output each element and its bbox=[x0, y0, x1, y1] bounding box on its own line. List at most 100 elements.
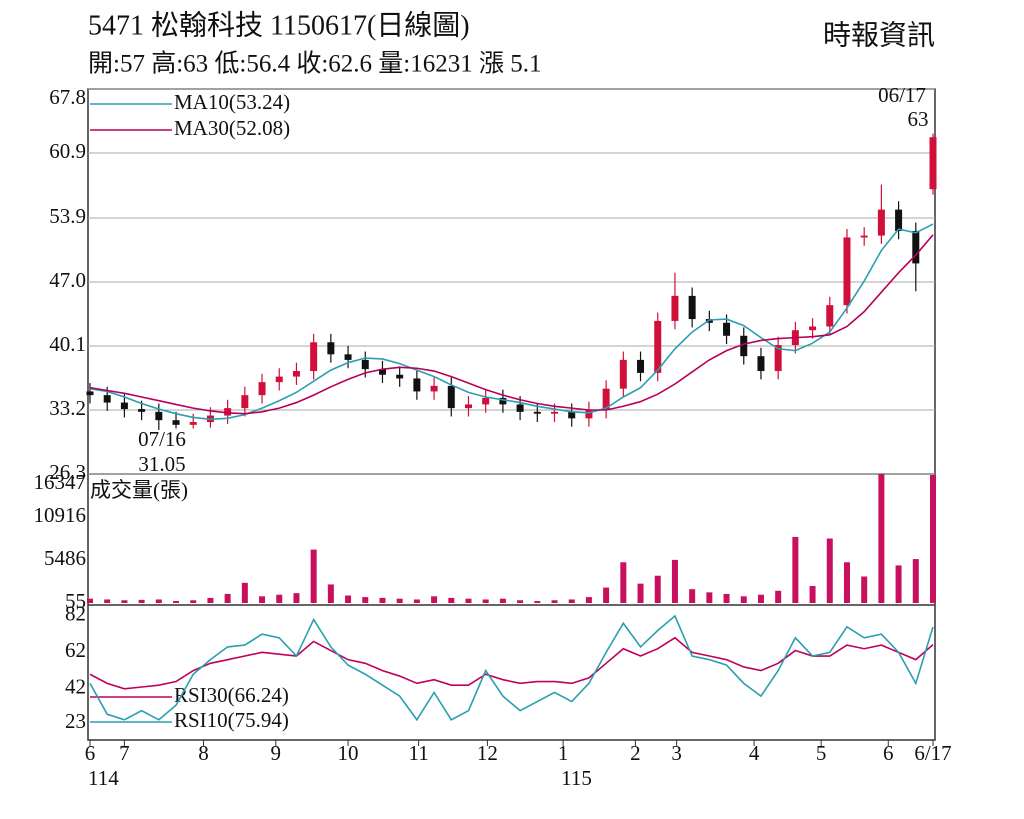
volume-bar bbox=[87, 598, 93, 603]
candle-body bbox=[809, 326, 817, 331]
volume-bar bbox=[654, 575, 661, 603]
y-tick-label: 55 bbox=[65, 589, 86, 613]
legend-label: RSI10(75.94) bbox=[174, 708, 289, 732]
x-tick-label: 11 bbox=[408, 741, 428, 765]
annotation: 06/17 bbox=[878, 83, 926, 107]
panel-title: 成交量(張) bbox=[90, 478, 188, 502]
candle-body bbox=[189, 422, 197, 425]
volume-bar bbox=[104, 599, 111, 603]
series-line bbox=[89, 223, 934, 421]
volume-bar bbox=[345, 595, 352, 603]
year-label: 115 bbox=[561, 766, 592, 790]
candle-body bbox=[585, 409, 593, 419]
volume-bar bbox=[671, 559, 678, 603]
candle-body bbox=[499, 397, 507, 405]
annotation: 07/16 bbox=[138, 427, 186, 451]
y-tick-label: 47.0 bbox=[49, 268, 86, 292]
candle-body bbox=[378, 369, 386, 375]
volume-bar bbox=[448, 597, 455, 603]
volume-bar bbox=[517, 600, 524, 603]
volume-bar bbox=[826, 538, 833, 603]
volume-bar bbox=[224, 593, 231, 603]
volume-bar bbox=[362, 597, 369, 603]
volume-bar bbox=[482, 599, 489, 603]
candle-body bbox=[860, 235, 868, 238]
x-tick-label: 6/17 bbox=[914, 741, 951, 765]
legend-label: RSI30(66.24) bbox=[174, 683, 289, 707]
candle-body bbox=[895, 209, 903, 231]
candle-body bbox=[310, 342, 318, 372]
volume-bar bbox=[431, 596, 438, 603]
volume-bar bbox=[843, 562, 850, 603]
x-tick-label: 6 bbox=[85, 741, 96, 765]
volume-bar bbox=[534, 601, 541, 603]
volume-bar bbox=[930, 474, 936, 603]
candle-body bbox=[688, 295, 696, 320]
volume-bar bbox=[138, 599, 145, 603]
volume-bar bbox=[757, 594, 764, 603]
volume-bar bbox=[207, 597, 214, 603]
volume-bar bbox=[241, 582, 248, 603]
y-tick-label: 10916 bbox=[34, 503, 87, 527]
y-tick-label: 33.2 bbox=[49, 396, 86, 420]
candle-body bbox=[224, 408, 232, 416]
candle-body bbox=[361, 359, 369, 370]
candle-body bbox=[327, 342, 335, 355]
candle-body bbox=[843, 237, 851, 306]
x-tick-label: 8 bbox=[198, 741, 209, 765]
candle-body bbox=[482, 397, 490, 405]
volume-bar bbox=[327, 584, 334, 603]
candle-body bbox=[929, 137, 937, 190]
candle-body bbox=[723, 322, 731, 336]
x-tick-label: 9 bbox=[271, 741, 282, 765]
candle-body bbox=[172, 420, 180, 425]
candle-body bbox=[757, 356, 765, 372]
volume-bar bbox=[585, 597, 592, 603]
volume-bar bbox=[740, 596, 747, 603]
candle-body bbox=[292, 371, 300, 377]
volume-bar bbox=[775, 590, 782, 603]
x-tick-label: 6 bbox=[883, 741, 894, 765]
candle-body bbox=[138, 409, 146, 412]
candle-body bbox=[447, 385, 455, 409]
y-tick-label: 67.8 bbox=[49, 85, 86, 109]
candle-body bbox=[275, 376, 283, 383]
candle-body bbox=[637, 359, 645, 373]
volume-bar bbox=[155, 599, 162, 603]
x-tick-label: 5 bbox=[816, 741, 827, 765]
series-line bbox=[89, 614, 934, 722]
candle-body bbox=[464, 404, 472, 409]
y-tick-label: 53.9 bbox=[49, 204, 86, 228]
y-tick-label: 40.1 bbox=[49, 332, 86, 356]
y-tick-label: 23 bbox=[65, 709, 86, 733]
volume-bar bbox=[499, 598, 506, 603]
volume-bar bbox=[792, 536, 799, 603]
x-tick-label: 7 bbox=[119, 741, 130, 765]
candle-body bbox=[344, 354, 352, 360]
volume-bar bbox=[637, 583, 644, 603]
x-tick-label: 10 bbox=[338, 741, 359, 765]
volume-bar bbox=[551, 600, 558, 603]
candle-body bbox=[86, 391, 94, 396]
candle-body bbox=[877, 209, 885, 236]
volume-bar bbox=[173, 601, 180, 603]
volume-bar bbox=[413, 599, 420, 603]
volume-bar bbox=[310, 549, 317, 603]
volume-bar bbox=[465, 598, 472, 603]
candle-body bbox=[533, 411, 541, 414]
plot-frame bbox=[87, 88, 936, 741]
volume-bar bbox=[293, 593, 300, 603]
volume-bar bbox=[895, 565, 902, 603]
source: 時報資訊 bbox=[823, 19, 935, 51]
y-tick-label: 60.9 bbox=[49, 139, 86, 163]
volume-bar bbox=[568, 599, 575, 603]
candle-body bbox=[551, 411, 559, 414]
candle-body bbox=[120, 402, 128, 410]
candle-body bbox=[413, 378, 421, 392]
candle-body bbox=[740, 335, 748, 357]
volume-bar bbox=[912, 559, 919, 603]
volume-bar bbox=[861, 576, 868, 603]
candle-body bbox=[654, 320, 662, 373]
x-tick-label: 2 bbox=[630, 741, 641, 765]
